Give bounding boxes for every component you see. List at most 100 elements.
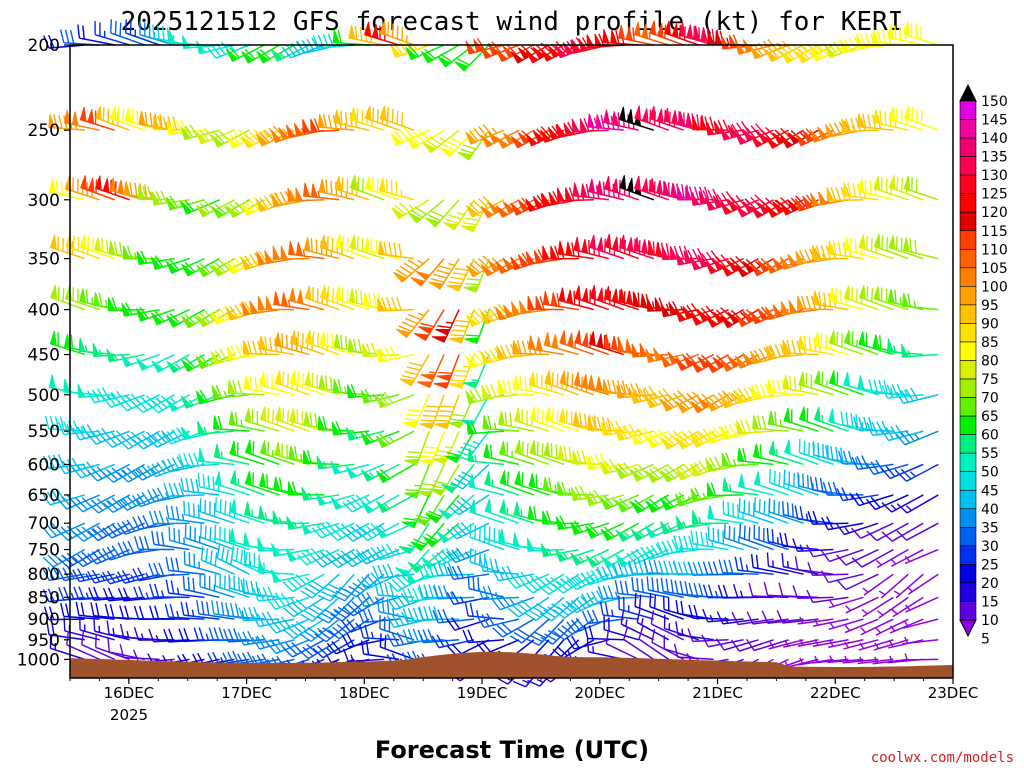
wind-barb [797,638,834,647]
wind-barb [527,335,565,356]
wind-barb [374,581,415,599]
pressure-axis: 200 250 300 350 400 450 500 550 600 650 700 750 800 8… [17,36,70,670]
wind-barb [165,195,205,211]
wind-barb [904,548,939,565]
wind-barb [106,348,145,363]
wind-barb [283,596,325,618]
colorbar-label: 40 [981,502,999,518]
wind-barb [465,124,505,145]
wind-barb [386,632,430,648]
wind-barb [88,494,131,514]
colorbar-label: 115 [981,224,1008,240]
wind-barb [544,406,580,432]
wind-barb [690,353,730,373]
wind-barb [722,477,759,496]
wind-barb [316,455,355,470]
wind-barb [782,374,819,396]
wind-barb [49,634,85,661]
wind-barb [289,330,325,356]
wind-barb [858,331,894,356]
wind-barb [906,573,939,595]
wind-barb [618,595,654,620]
wind-barb [121,302,160,317]
wind-barb [705,353,744,374]
wind-barb [446,521,490,540]
wind-barb [395,309,430,339]
colorbar-label: 30 [981,539,999,555]
wind-barb [557,240,594,260]
wind-barb [514,470,550,496]
wind-barb [196,600,235,620]
wind-barb [866,522,909,542]
wind-barb [748,582,789,599]
colorbar-label: 95 [981,298,999,314]
wind-barb [603,176,640,201]
wind-barb [464,602,505,620]
colorbar-swatch [959,545,977,565]
wind-barb [360,388,400,404]
wind-barb [705,456,744,473]
wind-barb [600,522,640,542]
wind-barb [734,556,774,575]
colorbar-swatch [959,452,977,473]
wind-barb [213,443,250,466]
wind-barb [133,626,175,641]
wind-barb [244,408,280,432]
wind-barb [645,347,684,363]
wind-barb [779,532,819,551]
wind-barb [425,494,460,524]
wind-barb [375,345,415,363]
wind-barb [690,305,729,326]
wind-barb [865,459,909,476]
wind-barb [361,494,400,514]
wind-barb [467,447,505,466]
wind-barb [753,524,789,551]
wind-barb [120,353,160,368]
wind-barb [539,596,580,622]
wind-barb [585,453,624,470]
wind-barb [645,463,685,484]
wind-barb [495,129,535,149]
wind-barb [650,610,685,641]
wind-barb [484,498,520,524]
wind-barb [783,469,819,496]
wind-barb [701,634,744,648]
wind-barb [673,643,714,661]
credit-label: coolwx.com/models [871,750,1014,766]
wind-barb [806,544,849,558]
wind-barb [881,522,924,542]
wind-barb [226,344,265,360]
wind-barb [813,370,849,396]
wind-barb [893,573,924,599]
wind-barb [330,596,370,622]
wind-barb [659,351,699,368]
wind-barb [251,634,295,650]
wind-barb [180,477,220,496]
colorbar-label: 140 [981,131,1008,147]
wind-barb [64,176,100,201]
wind-barb [737,447,774,466]
wind-barb [342,522,385,542]
y-tick-label: 650 [28,486,60,506]
wind-barb [73,522,116,542]
wind-barb [50,284,85,311]
wind-barb [718,559,759,575]
wind-barb [780,129,819,149]
colorbar-label: 65 [981,409,999,425]
wind-barb [895,387,939,405]
wind-barb [288,287,325,311]
wind-barb [845,596,879,614]
wind-barb [477,585,520,601]
wind-barb [689,250,729,271]
wind-barb [87,463,130,482]
wind-barb [165,556,205,575]
wind-barb [211,384,250,400]
x-year-label: 2025 [110,706,148,724]
wind-barb [896,463,939,482]
wind-barb [542,291,580,311]
wind-barb [287,187,325,202]
wind-barb [228,411,265,432]
wind-barb [95,105,130,131]
wind-barb [446,617,490,631]
colorbar-swatch [959,193,977,213]
